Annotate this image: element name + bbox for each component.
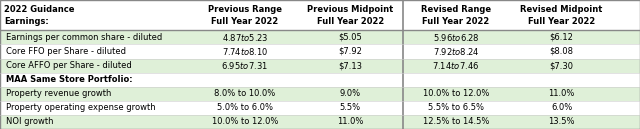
Text: $6.12: $6.12 <box>550 33 573 42</box>
Bar <box>0 73 640 87</box>
Text: 9.0%: 9.0% <box>340 89 361 98</box>
Text: 13.5%: 13.5% <box>548 117 575 126</box>
Text: 5.5%: 5.5% <box>340 103 361 112</box>
Text: NOI growth: NOI growth <box>6 117 54 126</box>
Text: Property revenue growth: Property revenue growth <box>6 89 112 98</box>
Text: $8.08: $8.08 <box>550 47 573 56</box>
Text: $5.96 to $6.28: $5.96 to $6.28 <box>433 32 479 43</box>
Bar <box>0 59 640 73</box>
Text: $7.92: $7.92 <box>339 47 362 56</box>
Text: 5.0% to 6.0%: 5.0% to 6.0% <box>217 103 273 112</box>
Text: Property operating expense growth: Property operating expense growth <box>6 103 156 112</box>
Text: 2022 Guidance
Earnings:: 2022 Guidance Earnings: <box>4 5 74 26</box>
Bar <box>0 0 640 30</box>
Text: 10.0% to 12.0%: 10.0% to 12.0% <box>423 89 489 98</box>
Text: $7.92 to $8.24: $7.92 to $8.24 <box>433 46 479 57</box>
Text: $7.14 to $7.46: $7.14 to $7.46 <box>433 60 479 71</box>
Text: $4.87 to $5.23: $4.87 to $5.23 <box>221 32 268 43</box>
Bar <box>0 44 640 59</box>
Text: $7.30: $7.30 <box>550 61 573 70</box>
Bar <box>0 30 640 44</box>
Text: 6.0%: 6.0% <box>551 103 572 112</box>
Bar <box>0 101 640 115</box>
Text: Core FFO per Share - diluted: Core FFO per Share - diluted <box>6 47 127 56</box>
Text: Earnings per common share - diluted: Earnings per common share - diluted <box>6 33 163 42</box>
Text: 10.0% to 12.0%: 10.0% to 12.0% <box>212 117 278 126</box>
Text: Core AFFO per Share - diluted: Core AFFO per Share - diluted <box>6 61 132 70</box>
Text: $6.95 to $7.31: $6.95 to $7.31 <box>221 60 268 71</box>
Bar <box>0 87 640 101</box>
Text: Revised Midpoint
Full Year 2022: Revised Midpoint Full Year 2022 <box>520 5 603 26</box>
Text: 12.5% to 14.5%: 12.5% to 14.5% <box>423 117 489 126</box>
Text: Previous Midpoint
Full Year 2022: Previous Midpoint Full Year 2022 <box>307 5 394 26</box>
Text: 8.0% to 10.0%: 8.0% to 10.0% <box>214 89 275 98</box>
Text: $5.05: $5.05 <box>339 33 362 42</box>
Text: $7.13: $7.13 <box>339 61 362 70</box>
Text: $7.74 to $8.10: $7.74 to $8.10 <box>221 46 268 57</box>
Text: MAA Same Store Portfolio:: MAA Same Store Portfolio: <box>6 75 133 84</box>
Text: 5.5% to 6.5%: 5.5% to 6.5% <box>428 103 484 112</box>
Text: 11.0%: 11.0% <box>337 117 364 126</box>
Bar <box>0 115 640 129</box>
Text: 11.0%: 11.0% <box>548 89 575 98</box>
Text: Previous Range
Full Year 2022: Previous Range Full Year 2022 <box>208 5 282 26</box>
Text: Revised Range
Full Year 2022: Revised Range Full Year 2022 <box>421 5 491 26</box>
